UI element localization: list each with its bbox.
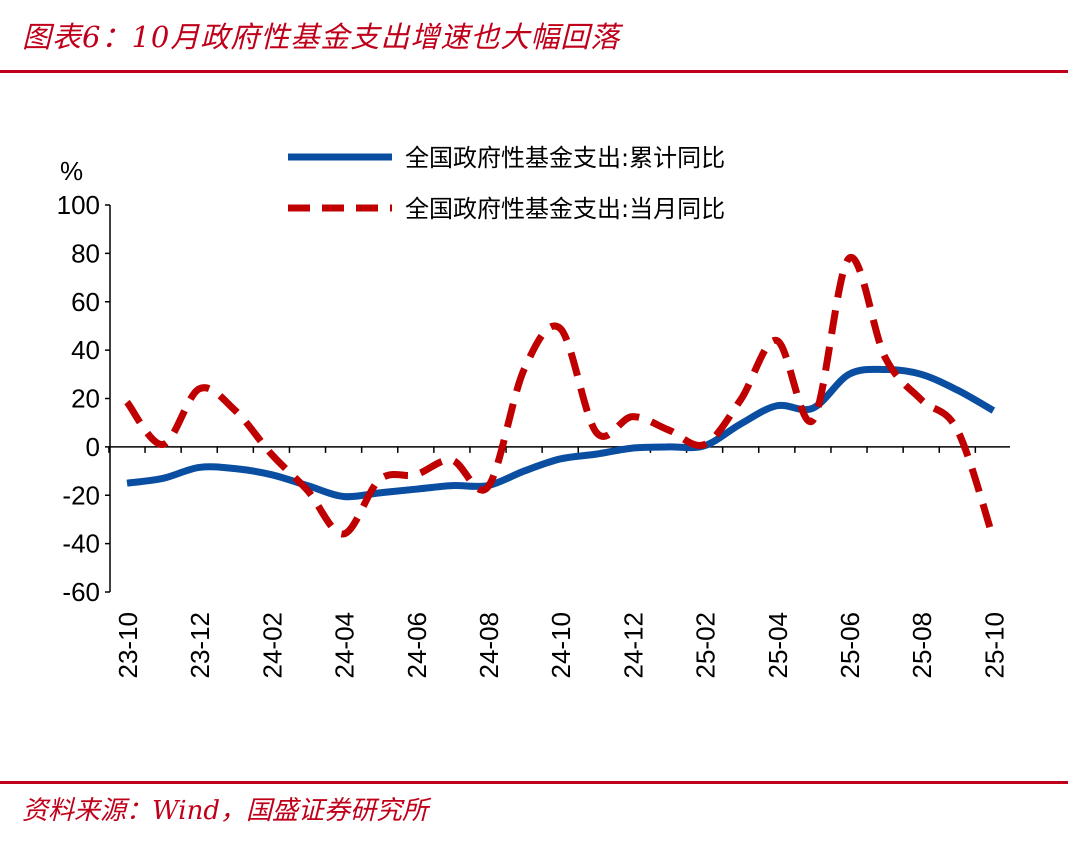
source-note: 资料来源：Wind，国盛证券研究所 [22,796,428,826]
x-tick-label: 24-10 [546,612,576,679]
y-tick-label: 0 [86,432,100,462]
line-chart: % 全国政府性基金支出:累计同比 全国政府性基金支出:当月同比 100 80 60 4… [57,144,1010,679]
x-tick-label: 25-10 [979,612,1009,679]
legend-label-monthly: 全国政府性基金支出:当月同比 [405,195,725,223]
x-tick-label: 25-04 [763,612,793,679]
legend-label-cumulative: 全国政府性基金支出:累计同比 [405,144,725,172]
x-tick-label: 23-12 [185,612,215,679]
y-tick-label: 60 [71,287,100,317]
x-tick-label: 24-02 [257,612,287,679]
y-tick-label: 80 [71,238,100,268]
x-tick-label: 24-06 [402,612,432,679]
chart-title: 图表6：10月政府性基金支出增速也大幅回落 [22,20,621,54]
x-tick-label: 23-10 [113,612,143,679]
y-tick-label: -60 [62,577,100,607]
series-line-monthly-yoy [124,254,997,540]
y-axis-unit: % [60,156,83,186]
y-tick-label: 100 [57,190,100,220]
legend: 全国政府性基金支出:累计同比 全国政府性基金支出:当月同比 [288,144,725,223]
x-tick-label: 24-04 [330,612,360,679]
x-tick-label: 24-08 [474,612,504,679]
y-tick-label: -20 [62,480,100,510]
title-divider [0,70,1068,73]
x-tick-label: 25-02 [691,612,721,679]
y-tick-label: 20 [71,384,100,414]
x-tick-label: 24-12 [618,612,648,679]
x-tick-label: 25-08 [907,612,937,679]
x-tick-label: 25-06 [835,612,865,679]
y-tick-label: 40 [71,335,100,365]
source-divider [0,781,1068,784]
y-tick-label: -40 [62,529,100,559]
